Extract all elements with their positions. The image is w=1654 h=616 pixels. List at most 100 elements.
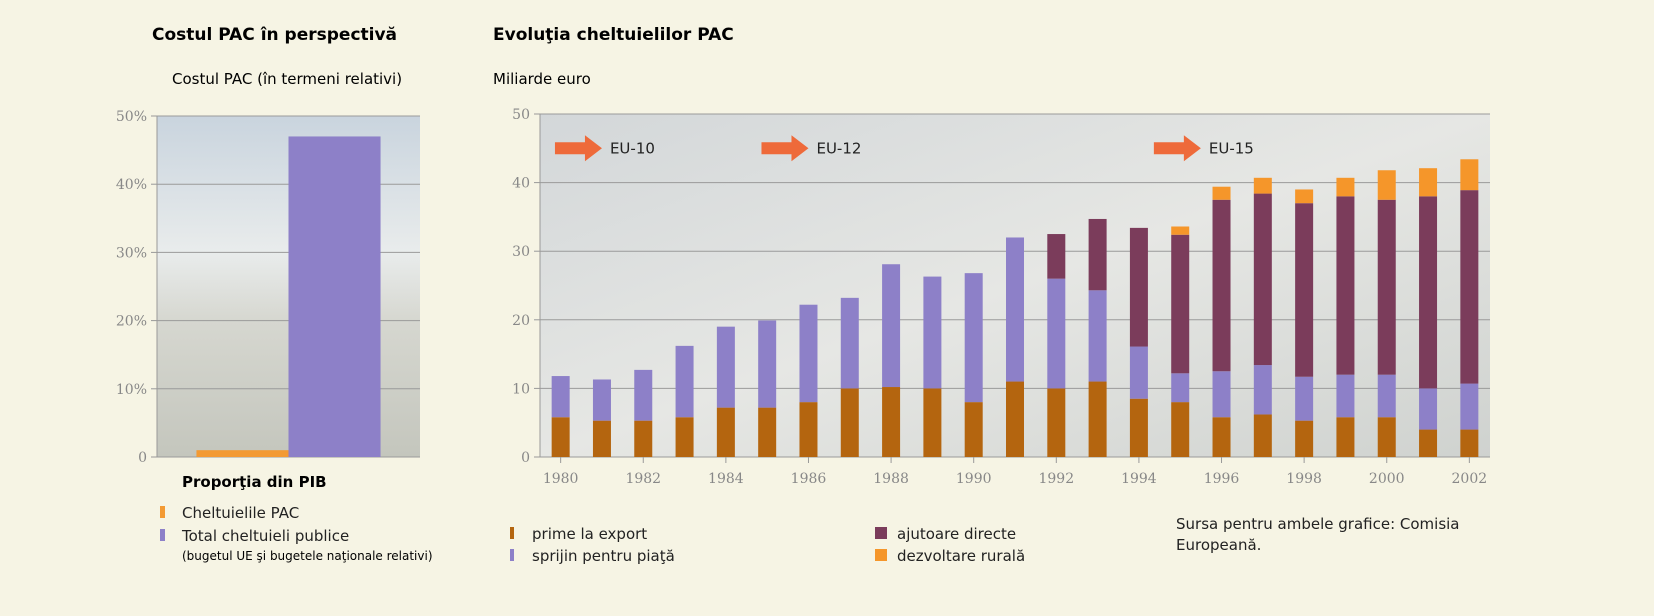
y-tick-label: 50: [512, 107, 530, 123]
bar-segment: [882, 264, 901, 388]
bar-segment: [716, 407, 735, 457]
legend-title: Proporţia din PIB: [182, 473, 327, 491]
bar-segment: [1336, 177, 1355, 197]
source-note: Sursa pentru ambele grafice: Comisia Eur…: [1176, 515, 1460, 554]
bar: [288, 136, 381, 457]
bar-segment: [675, 345, 694, 418]
legend-marker: [160, 529, 165, 541]
bar-segment: [1129, 346, 1148, 399]
x-tick-label: 1996: [1204, 471, 1240, 487]
bar-segment: [1047, 234, 1066, 279]
bar-segment: [716, 326, 735, 408]
bar-segment: [1460, 190, 1479, 384]
bar-segment: [1253, 193, 1272, 366]
bar-segment: [1171, 402, 1190, 457]
x-tick-label: 1984: [708, 471, 744, 487]
chart-subtitle: Miliarde euro: [493, 70, 591, 88]
legend-label: Cheltuielile PAC: [182, 504, 299, 522]
bar-segment: [1088, 218, 1107, 291]
bar-segment: [840, 388, 859, 457]
bar-segment: [799, 402, 818, 457]
bar-segment: [1295, 420, 1314, 457]
annotation: EU-10: [610, 139, 655, 157]
bar-segment: [1295, 189, 1314, 204]
y-tick-label: 50%: [116, 109, 147, 125]
bar-segment: [882, 387, 901, 457]
chart-title: Evoluţia cheltuielilor PAC: [493, 25, 734, 45]
bar-segment: [1212, 199, 1231, 372]
bar-segment: [923, 388, 942, 457]
y-tick-label: 20: [512, 313, 530, 329]
bar-segment: [551, 376, 570, 418]
y-tick-label: 40%: [116, 177, 147, 193]
bar-segment: [1253, 365, 1272, 415]
legend-label: dezvoltare rurală: [897, 547, 1025, 565]
bar-segment: [923, 276, 942, 389]
bar-segment: [551, 417, 570, 457]
bar-segment: [1377, 170, 1396, 200]
bar-segment: [1460, 159, 1479, 191]
y-tick-label: 0: [521, 450, 530, 466]
bar-segment: [1336, 417, 1355, 457]
bar-segment: [1419, 388, 1438, 430]
bar-segment: [1419, 429, 1438, 457]
legend-marker: [510, 549, 514, 561]
annotation-arrow: [761, 135, 809, 162]
bar-segment: [1171, 226, 1190, 235]
bar-segment: [1006, 237, 1024, 382]
bar-segment: [1377, 374, 1396, 418]
bar-segment: [1171, 234, 1190, 374]
legend-note: (bugetul UE şi bugetele naţionale relati…: [182, 549, 433, 563]
legend-marker: [160, 506, 165, 518]
chart-subtitle: Costul PAC (în termeni relativi): [172, 70, 402, 88]
bar-segment: [1460, 383, 1479, 430]
bar-segment: [634, 420, 653, 457]
x-tick-label: 1988: [873, 471, 909, 487]
legend-label: ajutoare directe: [897, 525, 1016, 543]
bar-segment: [592, 420, 611, 457]
bar-segment: [1377, 199, 1396, 375]
legend-marker: [875, 527, 887, 539]
bar-segment: [964, 402, 983, 457]
bar-segment: [1336, 196, 1355, 375]
x-tick-label: 1994: [1121, 471, 1157, 487]
bar-segment: [675, 417, 694, 457]
x-tick-label: 1982: [625, 471, 661, 487]
bar-segment: [1088, 381, 1107, 457]
y-tick-label: 10: [512, 381, 530, 397]
chart-title: Costul PAC în perspectivă: [152, 25, 397, 45]
bar: [196, 450, 289, 457]
x-tick-label: 1992: [1038, 471, 1074, 487]
annotation-arrow: [554, 135, 602, 162]
x-tick-label: 1986: [791, 471, 827, 487]
y-tick-label: 30: [512, 244, 530, 260]
bar-segment: [1419, 168, 1438, 197]
bar-segment: [758, 320, 777, 408]
x-tick-label: 1998: [1286, 471, 1322, 487]
y-tick-label: 10%: [116, 382, 147, 398]
bar-segment: [1212, 371, 1231, 418]
y-tick-label: 20%: [116, 314, 147, 330]
annotation: EU-12: [816, 139, 861, 157]
bar-segment: [1212, 417, 1231, 457]
legend-label: sprijin pentru piaţă: [532, 547, 675, 565]
bar-segment: [634, 369, 653, 421]
bar-segment: [1419, 196, 1438, 389]
legend-marker: [875, 549, 887, 561]
y-tick-label: 0: [138, 450, 147, 466]
legend-label: Total cheltuieli publice: [181, 527, 349, 545]
bar-segment: [1295, 376, 1314, 421]
bar-segment: [1212, 186, 1231, 200]
y-tick-label: 30%: [116, 245, 147, 261]
bar-segment: [1460, 429, 1479, 457]
x-tick-label: 2000: [1369, 471, 1405, 487]
bar-segment: [1295, 203, 1314, 377]
bar-segment: [1006, 381, 1024, 457]
bar-segment: [1336, 374, 1355, 418]
annotation-arrow: [1153, 135, 1201, 162]
x-tick-label: 1980: [543, 471, 579, 487]
x-tick-label: 1990: [956, 471, 992, 487]
legend-label: prime la export: [532, 525, 647, 543]
